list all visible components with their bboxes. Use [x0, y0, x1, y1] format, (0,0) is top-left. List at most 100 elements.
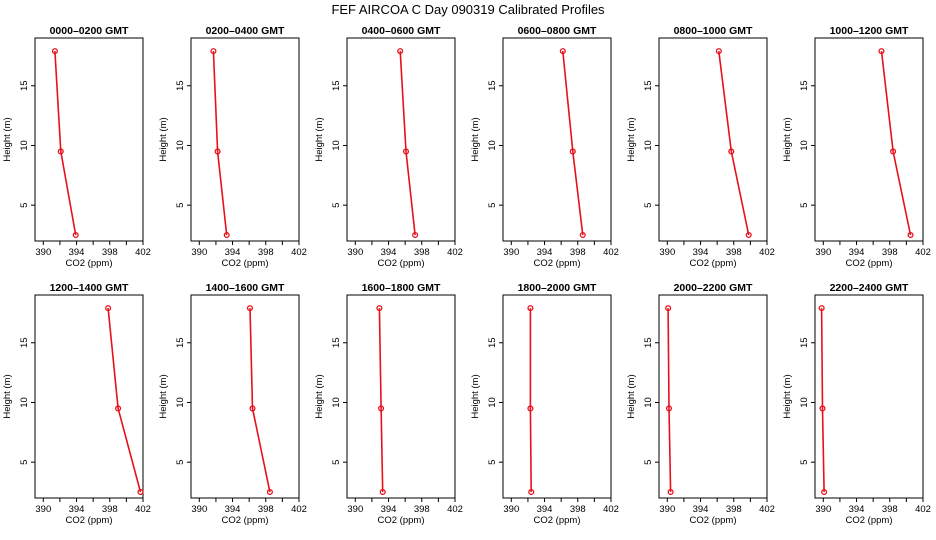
profile-panel: 0000–0200 GMT 390 394 398 402 5 10 15 CO2 (ppm) H… [2, 25, 151, 269]
plot-frame [658, 37, 768, 242]
x-tick-label: 402 [447, 504, 463, 515]
panel-title: 0000–0200 GMT [50, 25, 129, 37]
profile-point [376, 305, 383, 312]
x-axis-label: CO2 (ppm) [378, 258, 425, 269]
plot-frame [346, 37, 456, 242]
plot-frame [658, 294, 768, 499]
plot-frame [34, 294, 144, 499]
x-tick-label: 390 [815, 504, 831, 515]
profile-line [378, 308, 384, 493]
figure-title: FEF AIRCOA C Day 090319 Calibrated Profi… [331, 2, 605, 17]
y-axis-label: Height (m) [314, 117, 325, 161]
profile-point [728, 148, 735, 155]
profile-panel: 0800–1000 GMT 390 394 398 402 5 10 15 CO2 (ppm) H… [626, 25, 775, 269]
x-tick-label: 402 [759, 247, 775, 258]
x-tick-label: 390 [503, 247, 519, 258]
panel-title: 2200–2400 GMT [830, 282, 909, 294]
profile-line [820, 308, 825, 493]
y-tick-label: 5 [175, 460, 186, 465]
profile-line [718, 51, 750, 236]
x-tick-label: 398 [570, 504, 586, 515]
x-tick-label: 394 [69, 247, 85, 258]
profile-point [745, 231, 752, 239]
y-tick-label: 10 [643, 397, 654, 408]
panel-title: 1200–1400 GMT [50, 282, 129, 294]
y-axis-label: Height (m) [782, 117, 793, 161]
plot-frame [346, 294, 456, 499]
x-tick-label: 398 [414, 504, 430, 515]
y-axis-label: Height (m) [782, 374, 793, 418]
y-tick-label: 5 [799, 203, 810, 208]
plot-frame [190, 37, 300, 242]
profile-panel: 2200–2400 GMT 390 394 398 402 5 10 15 CO2 (ppm) H… [782, 282, 931, 526]
panel-title: 0400–0600 GMT [362, 25, 441, 37]
profile-panel: 1000–1200 GMT 390 394 398 402 5 10 15 CO2 (ppm) H… [782, 25, 931, 269]
profile-point [379, 488, 386, 496]
y-tick-label: 5 [19, 460, 30, 465]
y-tick-label: 15 [175, 337, 186, 348]
x-axis-label: CO2 (ppm) [378, 515, 425, 526]
profile-point [667, 488, 674, 496]
profile-line [399, 51, 416, 236]
y-tick-label: 15 [487, 337, 498, 348]
profile-point [105, 305, 112, 312]
y-tick-label: 15 [643, 80, 654, 91]
x-tick-label: 394 [693, 247, 709, 258]
profile-point [527, 305, 534, 312]
y-tick-label: 5 [487, 203, 498, 208]
y-tick-label: 15 [487, 80, 498, 91]
profile-line [249, 308, 271, 493]
x-tick-label: 402 [291, 247, 307, 258]
profile-point [579, 231, 586, 239]
x-axis-label: CO2 (ppm) [66, 515, 113, 526]
y-tick-label: 15 [19, 80, 30, 91]
x-tick-label: 402 [135, 247, 151, 258]
x-tick-label: 402 [915, 247, 931, 258]
x-axis-label: CO2 (ppm) [846, 258, 893, 269]
y-axis-label: Height (m) [158, 117, 169, 161]
x-axis-label: CO2 (ppm) [222, 258, 269, 269]
x-tick-label: 390 [347, 247, 363, 258]
y-tick-label: 10 [19, 140, 30, 151]
y-tick-label: 15 [175, 80, 186, 91]
profile-point [266, 488, 273, 496]
y-tick-label: 10 [487, 140, 498, 151]
profile-line [107, 308, 142, 493]
x-tick-label: 390 [659, 247, 675, 258]
x-tick-label: 402 [603, 247, 619, 258]
y-tick-label: 10 [799, 140, 810, 151]
y-tick-label: 5 [643, 460, 654, 465]
profile-point [878, 48, 885, 55]
x-tick-label: 394 [381, 247, 397, 258]
profile-panel: 1200–1400 GMT 390 394 398 402 5 10 15 CO2 (ppm) H… [2, 282, 151, 526]
x-tick-label: 390 [659, 504, 675, 515]
profile-point [72, 231, 79, 239]
x-tick-label: 398 [102, 504, 118, 515]
x-axis-label: CO2 (ppm) [690, 258, 737, 269]
x-tick-label: 390 [191, 504, 207, 515]
plot-frame [502, 37, 612, 242]
y-tick-label: 5 [331, 460, 342, 465]
panel-title: 0600–0800 GMT [518, 25, 597, 37]
plot-frame [190, 294, 300, 499]
panel-title: 2000–2200 GMT [674, 282, 753, 294]
panel-title: 1000–1200 GMT [830, 25, 909, 37]
profile-line [212, 51, 228, 236]
y-tick-label: 15 [799, 337, 810, 348]
y-tick-label: 10 [175, 397, 186, 408]
x-tick-label: 390 [815, 247, 831, 258]
x-tick-label: 394 [69, 504, 85, 515]
x-tick-label: 394 [849, 504, 865, 515]
plot-frame [34, 37, 144, 242]
profile-point [559, 48, 566, 55]
y-tick-label: 15 [19, 337, 30, 348]
x-tick-label: 394 [537, 504, 553, 515]
y-tick-label: 5 [643, 203, 654, 208]
x-tick-label: 390 [503, 504, 519, 515]
profile-point [528, 488, 535, 496]
x-tick-label: 394 [849, 247, 865, 258]
y-tick-label: 15 [643, 337, 654, 348]
panel-title: 1800–2000 GMT [518, 282, 597, 294]
x-axis-label: CO2 (ppm) [534, 258, 581, 269]
x-tick-label: 398 [726, 504, 742, 515]
